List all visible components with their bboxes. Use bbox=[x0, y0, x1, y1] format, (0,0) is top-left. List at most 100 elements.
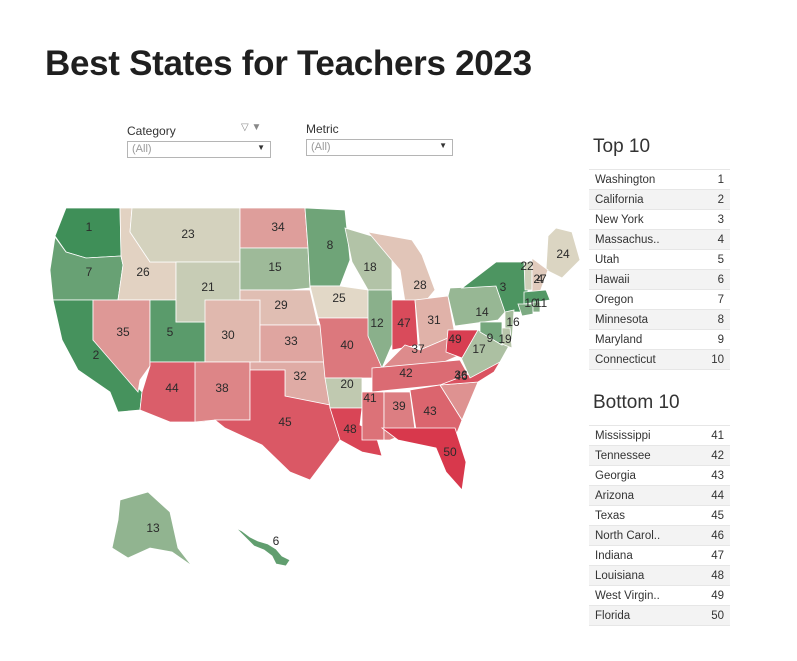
state-shape-mi[interactable] bbox=[366, 231, 436, 303]
state-shape-ct[interactable] bbox=[517, 303, 534, 317]
state-rank-label-ky: 37 bbox=[411, 342, 425, 356]
state-rank-label-al: 39 bbox=[392, 399, 406, 413]
state-rank-label-mn: 8 bbox=[327, 238, 334, 252]
rank-cell: 49 bbox=[700, 585, 730, 606]
state-rank-label-ne: 29 bbox=[274, 298, 288, 312]
table-row: North Carol.. 46 bbox=[589, 525, 730, 546]
state-rank-label-pa: 14 bbox=[475, 305, 489, 319]
state-rank-label-wa: 1 bbox=[86, 220, 93, 234]
table-row: Georgia 43 bbox=[589, 465, 730, 486]
table-row: Texas 45 bbox=[589, 505, 730, 526]
state-name-cell: Washington bbox=[589, 169, 700, 190]
state-rank-label-ar: 20 bbox=[340, 377, 354, 391]
table-row: Mississippi 41 bbox=[589, 425, 730, 446]
state-name-cell: Tennessee bbox=[589, 445, 700, 466]
state-shape-tx[interactable] bbox=[213, 369, 341, 481]
table-row: Utah 5 bbox=[589, 249, 730, 270]
rank-cell: 9 bbox=[700, 329, 730, 350]
rank-cell: 50 bbox=[700, 605, 730, 626]
state-rank-label-hi: 6 bbox=[273, 534, 280, 548]
state-shape-sd[interactable] bbox=[239, 247, 311, 291]
state-rank-label-nj: 16 bbox=[506, 315, 520, 329]
state-rank-label-la: 48 bbox=[343, 422, 357, 436]
table-row: Connecticut 10 bbox=[589, 349, 730, 370]
state-rank-label-de: 19 bbox=[498, 332, 512, 346]
state-rank-label-sd: 15 bbox=[268, 260, 282, 274]
state-rank-label-id: 26 bbox=[136, 265, 150, 279]
state-shape-in[interactable] bbox=[391, 299, 419, 351]
state-shape-hi[interactable] bbox=[235, 527, 291, 567]
state-rank-label-oh: 31 bbox=[427, 313, 441, 327]
state-rank-label-ga: 43 bbox=[423, 404, 437, 418]
table-row: Arizona 44 bbox=[589, 485, 730, 506]
state-rank-label-in: 47 bbox=[397, 316, 411, 330]
state-name-cell: Minnesota bbox=[589, 309, 700, 330]
table-row: Washington 1 bbox=[589, 169, 730, 190]
state-rank-label-tn: 42 bbox=[399, 366, 413, 380]
state-rank-label-nh: 27 bbox=[533, 272, 547, 286]
category-dropdown-value: (All) bbox=[132, 143, 152, 155]
table-row: Minnesota 8 bbox=[589, 309, 730, 330]
table-row: Oregon 7 bbox=[589, 289, 730, 310]
state-rank-label-tx: 45 bbox=[278, 415, 292, 429]
state-name-cell: West Virgin.. bbox=[589, 585, 700, 606]
state-rank-label-fl: 50 bbox=[443, 445, 457, 459]
state-rank-label-mt: 23 bbox=[181, 227, 195, 241]
category-dropdown[interactable]: (All) ▼ bbox=[127, 141, 271, 158]
bottom10-table: Mississippi 41 Tennessee 42 Georgia 43 Arizona… bbox=[589, 425, 730, 626]
state-rank-label-ok: 32 bbox=[293, 369, 307, 383]
table-row: Tennessee 42 bbox=[589, 445, 730, 466]
state-name-cell: Louisiana bbox=[589, 565, 700, 586]
state-shape-ma[interactable] bbox=[523, 289, 551, 305]
table-row: Louisiana 48 bbox=[589, 565, 730, 586]
state-shape-fl[interactable] bbox=[380, 427, 467, 491]
rank-cell: 43 bbox=[700, 465, 730, 486]
rank-cell: 46 bbox=[700, 525, 730, 546]
state-rank-label-wy: 21 bbox=[201, 280, 215, 294]
state-name-cell: North Carol.. bbox=[589, 525, 700, 546]
rank-cell: 3 bbox=[700, 209, 730, 230]
rank-cell: 42 bbox=[700, 445, 730, 466]
metric-dropdown-value: (All) bbox=[311, 141, 331, 153]
category-filter-label: Category bbox=[127, 124, 176, 138]
state-shape-ak[interactable] bbox=[111, 491, 193, 567]
state-shape-wv[interactable] bbox=[445, 329, 479, 359]
table-row: California 2 bbox=[589, 189, 730, 210]
state-rank-label-az: 44 bbox=[165, 381, 179, 395]
bottom10-title: Bottom 10 bbox=[593, 392, 680, 413]
top10-table: Washington 1 California 2 New York 3 Massachus… bbox=[589, 169, 730, 370]
state-shape-ri[interactable] bbox=[532, 301, 541, 313]
rank-cell: 6 bbox=[700, 269, 730, 290]
state-name-cell: Oregon bbox=[589, 289, 700, 310]
state-rank-label-mi: 28 bbox=[413, 278, 427, 292]
state-name-cell: Maryland bbox=[589, 329, 700, 350]
state-shape-md[interactable] bbox=[479, 321, 503, 346]
state-shape-ga[interactable] bbox=[409, 384, 463, 439]
rank-cell: 48 bbox=[700, 565, 730, 586]
table-row: Florida 50 bbox=[589, 605, 730, 626]
table-row: West Virgin.. 49 bbox=[589, 585, 730, 606]
state-rank-label-wi: 18 bbox=[363, 260, 377, 274]
state-name-cell: New York bbox=[589, 209, 700, 230]
state-shape-il[interactable] bbox=[367, 289, 395, 370]
state-rank-label-co: 30 bbox=[221, 328, 235, 342]
rank-cell: 44 bbox=[700, 485, 730, 506]
state-rank-label-wv: 49 bbox=[448, 332, 462, 346]
rank-cell: 45 bbox=[700, 505, 730, 526]
state-rank-label-vt: 22 bbox=[520, 259, 534, 273]
state-name-cell: Connecticut bbox=[589, 349, 700, 370]
table-row: New York 3 bbox=[589, 209, 730, 230]
rank-cell: 4 bbox=[700, 229, 730, 250]
state-name-cell: Georgia bbox=[589, 465, 700, 486]
state-rank-label-ma: 4 bbox=[537, 272, 544, 286]
metric-dropdown[interactable]: (All) ▼ bbox=[306, 139, 453, 156]
rank-cell: 8 bbox=[700, 309, 730, 330]
top10-title: Top 10 bbox=[593, 136, 651, 157]
state-rank-label-va: 17 bbox=[472, 342, 486, 356]
state-name-cell: Indiana bbox=[589, 545, 700, 566]
state-rank-label-ks: 33 bbox=[284, 334, 298, 348]
table-row: Maryland 9 bbox=[589, 329, 730, 350]
filter-icon[interactable]: ▽ ▼ bbox=[241, 122, 262, 133]
chevron-down-icon: ▼ bbox=[439, 141, 447, 150]
